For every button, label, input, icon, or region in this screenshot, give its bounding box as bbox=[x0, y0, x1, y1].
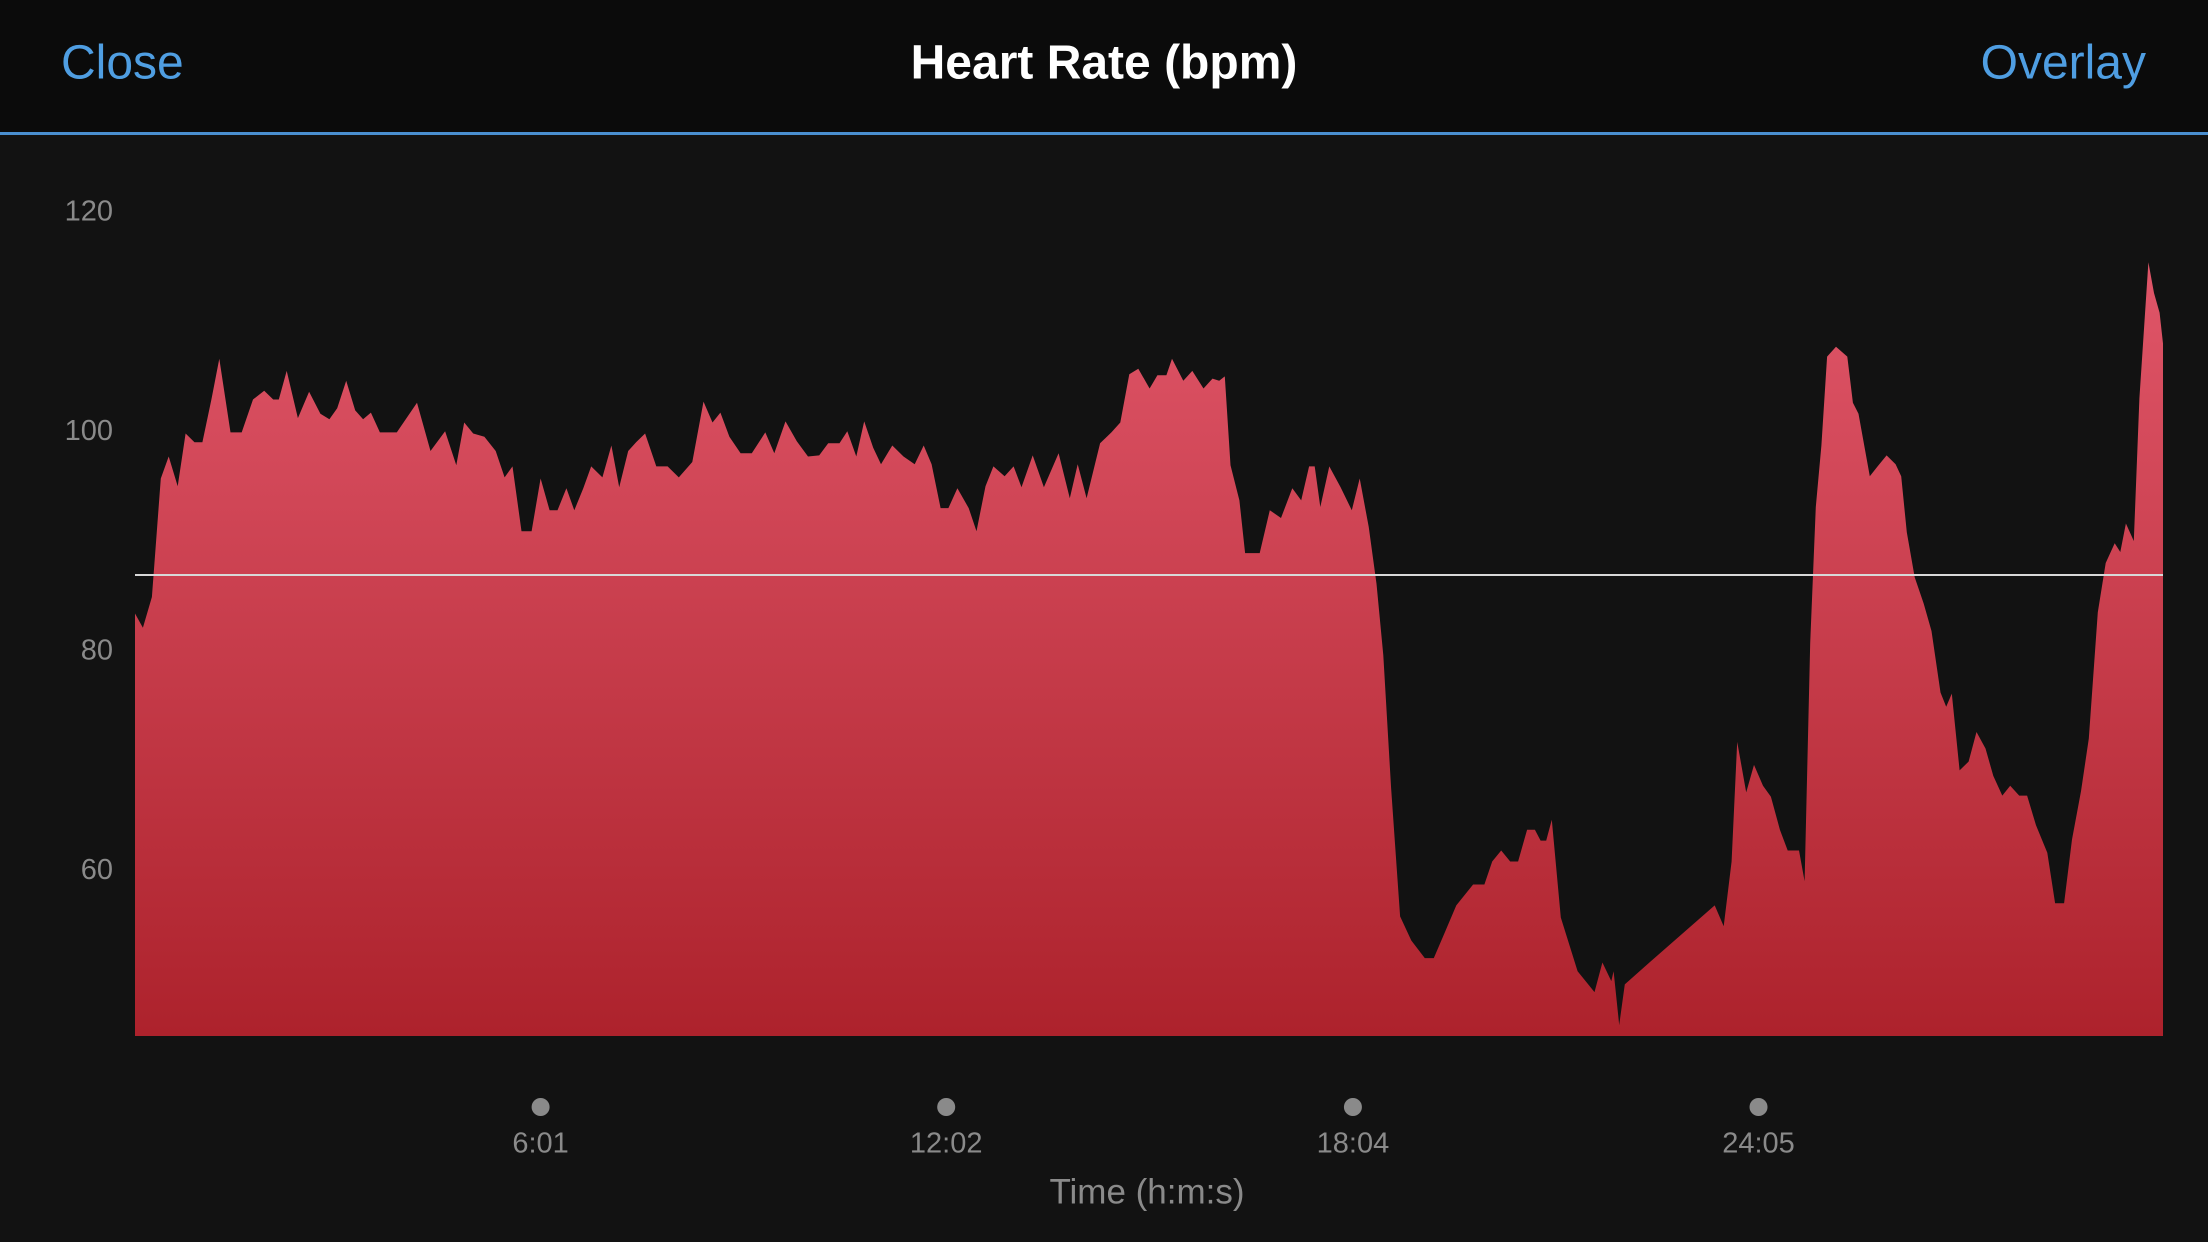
x-axis-label: Time (h:m:s) bbox=[1049, 1172, 1244, 1211]
x-tick-label: 24:05 bbox=[1722, 1128, 1795, 1160]
heart-rate-area bbox=[135, 262, 2163, 1036]
y-tick-label: 100 bbox=[65, 415, 113, 447]
x-tick-label: 18:04 bbox=[1317, 1128, 1390, 1160]
x-tick-label: 12:02 bbox=[910, 1128, 983, 1160]
x-tick-dot bbox=[1343, 1098, 1362, 1116]
header-divider bbox=[0, 132, 2208, 135]
x-tick-dot bbox=[1749, 1098, 1768, 1116]
close-button[interactable]: Close bbox=[61, 37, 184, 90]
x-tick-dot bbox=[937, 1098, 956, 1116]
x-tick-dot bbox=[531, 1098, 550, 1116]
y-tick-label: 120 bbox=[65, 196, 113, 228]
y-tick-label: 80 bbox=[81, 635, 113, 667]
x-tick-label: 6:01 bbox=[512, 1128, 568, 1160]
overlay-button[interactable]: Overlay bbox=[1981, 37, 2146, 90]
chart-title: Heart Rate (bpm) bbox=[911, 37, 1298, 90]
y-tick-label: 60 bbox=[81, 854, 113, 886]
header-bar bbox=[0, 0, 2208, 133]
